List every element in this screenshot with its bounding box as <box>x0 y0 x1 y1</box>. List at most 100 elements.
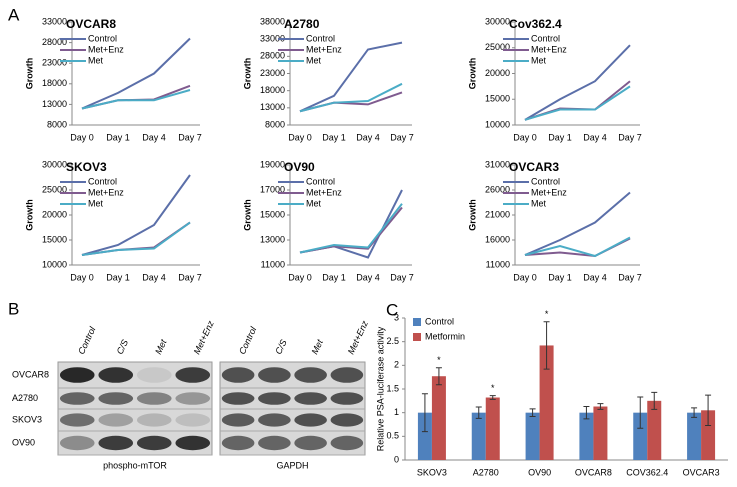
y-tick-label: 8000 <box>265 119 285 129</box>
x-tick-label: Day 4 <box>142 272 166 282</box>
legend-label: Control <box>531 176 560 186</box>
x-tick-label: Day 4 <box>356 132 380 142</box>
x-tick-label: OV90 <box>528 467 551 477</box>
y-tick-label: 18000 <box>260 85 285 95</box>
blot-band <box>330 435 364 451</box>
x-tick-label: A2780 <box>473 467 499 477</box>
legend-label: Control <box>306 176 335 186</box>
y-axis-label: Growth <box>467 199 477 231</box>
blot-band <box>175 392 211 405</box>
legend-label: Met <box>531 198 547 208</box>
blot-row-label: OV90 <box>12 437 35 447</box>
blot-band <box>136 435 172 451</box>
error-bar <box>597 403 604 410</box>
blot-panel-title: phospho-mTOR <box>103 460 167 470</box>
y-tick-label: 10000 <box>42 259 67 269</box>
blot-band <box>258 435 291 451</box>
y-tick-label: 18000 <box>42 78 67 88</box>
blot-band <box>330 413 364 427</box>
y-tick-label: 11000 <box>486 259 510 269</box>
x-tick-label: Day 1 <box>548 132 572 142</box>
series-line <box>299 203 403 254</box>
bar <box>525 412 540 460</box>
error-bar <box>543 321 550 370</box>
series-line <box>524 80 631 121</box>
bar <box>471 412 486 460</box>
panel-label: A <box>8 5 20 24</box>
legend-label: Met <box>531 55 547 65</box>
blot-band <box>294 392 327 405</box>
y-axis-label: Growth <box>242 199 252 231</box>
y-tick-label: 28000 <box>260 51 285 61</box>
bar <box>539 345 554 460</box>
blot-row-label: SKOV3 <box>12 414 42 424</box>
legend-swatch <box>413 333 421 341</box>
blot-band <box>59 435 95 451</box>
bar <box>431 376 446 460</box>
y-tick-label: 23000 <box>260 68 285 78</box>
chart-title: A2780 <box>284 17 320 31</box>
x-tick-label: Day 1 <box>106 272 130 282</box>
blot-column-label: Met <box>310 338 326 356</box>
x-tick-label: COV362.4 <box>626 467 668 477</box>
series-line <box>524 44 631 121</box>
legend-swatch <box>413 318 421 326</box>
y-tick-label: 10000 <box>485 119 510 129</box>
blot-band <box>98 435 134 451</box>
legend-label: Control <box>425 316 454 326</box>
y-tick-label: 25000 <box>42 184 67 194</box>
x-tick-label: Day 1 <box>106 132 130 142</box>
x-tick-label: Day 1 <box>322 272 346 282</box>
y-tick-label: 11000 <box>261 259 285 269</box>
blot-band <box>221 367 255 383</box>
y-tick-label: 2.5 <box>386 336 399 346</box>
bar <box>647 400 662 460</box>
bar <box>701 410 716 460</box>
y-tick-label: 1 <box>394 407 399 417</box>
blot-band <box>98 413 134 427</box>
bar <box>593 406 608 460</box>
blot-band <box>59 367 95 383</box>
blot-panel-title: GAPDH <box>276 460 308 470</box>
legend-label: Met+Enz <box>88 44 124 54</box>
y-tick-label: 30000 <box>485 16 510 26</box>
legend-label: Met+Enz <box>306 44 342 54</box>
x-tick-label: Day 1 <box>548 272 572 282</box>
x-tick-label: Day 1 <box>322 132 346 142</box>
blot-band <box>294 435 327 451</box>
x-tick-label: Day 0 <box>513 272 537 282</box>
y-tick-label: 26000 <box>485 184 510 194</box>
x-tick-label: OVCAR3 <box>683 467 720 477</box>
blot-band <box>175 367 211 383</box>
x-tick-label: Day 7 <box>618 132 642 142</box>
bar <box>633 412 648 460</box>
significance-mark: * <box>491 383 495 393</box>
error-bar <box>529 408 536 417</box>
blot-band <box>330 367 364 383</box>
legend-label: Control <box>306 33 335 43</box>
panel-label: C <box>386 300 398 319</box>
x-tick-label: Day 0 <box>288 132 312 142</box>
y-axis-label: Relative PSA-luciferase activity <box>375 326 385 451</box>
error-bar <box>475 406 482 419</box>
blot-band <box>136 392 172 405</box>
blot-band <box>98 367 134 383</box>
legend-label: Met+Enz <box>88 187 124 197</box>
blot-row-label: OVCAR8 <box>12 369 49 379</box>
series-line <box>299 82 403 113</box>
x-tick-label: Day 0 <box>70 272 94 282</box>
legend-label: Met <box>306 55 322 65</box>
legend-label: Met <box>88 198 104 208</box>
blot-band <box>59 392 95 405</box>
blot-band <box>175 413 211 427</box>
error-bar <box>691 407 698 418</box>
y-tick-label: 30000 <box>42 159 67 169</box>
chart-title: OV90 <box>284 160 315 174</box>
y-tick-label: 33000 <box>260 34 285 44</box>
x-tick-label: Day 7 <box>178 132 202 142</box>
x-tick-label: Day 7 <box>390 272 414 282</box>
y-tick-label: 0 <box>394 454 399 464</box>
blot-band <box>258 392 291 405</box>
chart-title: SKOV3 <box>66 160 107 174</box>
x-tick-label: Day 4 <box>142 132 166 142</box>
